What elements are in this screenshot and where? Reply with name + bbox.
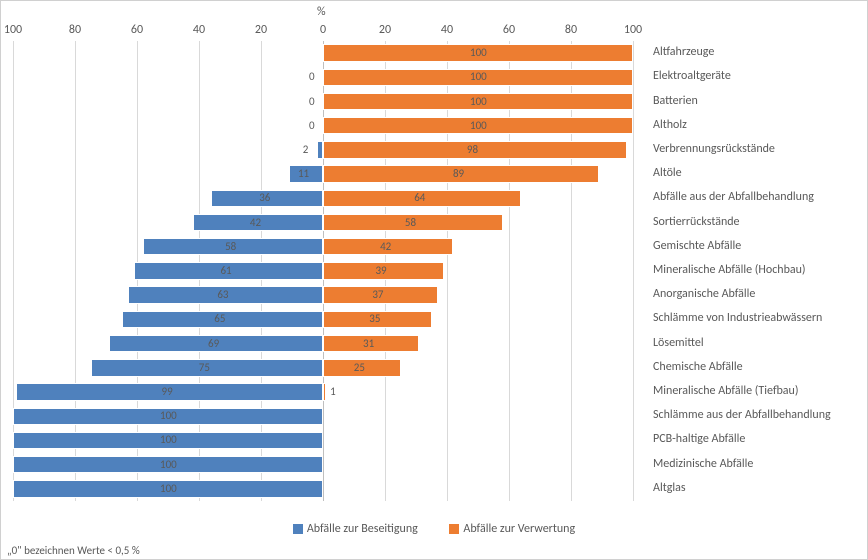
bar-left-value: 42	[250, 216, 261, 229]
tick-label: 80	[565, 23, 577, 37]
bar-right	[323, 383, 326, 400]
chart-row: 0 100	[13, 89, 633, 113]
chart-row: 100	[13, 428, 633, 452]
bar-left-value: 61	[220, 264, 231, 277]
bar-left-value: 100	[160, 482, 177, 495]
tick-label: 40	[441, 23, 453, 37]
category-label: PCB-haltige Abfälle	[653, 432, 745, 446]
plot-area: 100 0 100 0 100 0 100 2 98 11 89 36 64 42 58 58 42 61 39 63…	[13, 41, 633, 501]
category-label: Verbrennungsrückstände	[653, 142, 775, 156]
category-label: Altöle	[653, 166, 682, 180]
chart-row: 2 98	[13, 138, 633, 162]
bar-left-value: 11	[298, 167, 309, 180]
bar-right-value: 39	[375, 264, 386, 277]
bar-left-value: 0	[309, 95, 315, 108]
category-label: Altglas	[653, 481, 686, 495]
bar-right-value: 58	[405, 216, 416, 229]
gridline	[633, 41, 634, 501]
unit-label: %	[317, 5, 326, 19]
chart-row: 99 1	[13, 380, 633, 404]
tick-label: 20	[255, 23, 267, 37]
tick-label: 60	[131, 23, 143, 37]
bar-right-value: 100	[470, 70, 487, 83]
category-label: Altholz	[653, 118, 687, 132]
category-label: Batterien	[653, 94, 698, 108]
footnote: „0" bezeichnen Werte < 0,5 %	[7, 544, 140, 557]
bar-left-value: 99	[162, 385, 173, 398]
chart-row: 69 31	[13, 332, 633, 356]
tick-label: 0	[320, 23, 326, 37]
tick-label: 40	[193, 23, 205, 37]
chart-row: 42 58	[13, 210, 633, 234]
category-label: Medizinische Abfälle	[653, 457, 753, 471]
bar-right-value: 42	[380, 240, 391, 253]
category-label: Mineralische Abfälle (Hochbau)	[653, 263, 806, 277]
category-label: Chemische Abfälle	[653, 360, 743, 374]
bar-left-value: 100	[160, 458, 177, 471]
bar-left-value: 65	[214, 312, 225, 325]
chart-row: 65 35	[13, 307, 633, 331]
tick-label: 100	[624, 23, 642, 37]
tick-label: 100	[4, 23, 22, 37]
bar-right-value: 64	[414, 191, 425, 204]
bar-left-value: 75	[199, 361, 210, 374]
bar-right-value: 100	[470, 46, 487, 59]
chart-row: 0 100	[13, 114, 633, 138]
bar-right-value: 98	[467, 143, 478, 156]
tick-label: 60	[503, 23, 515, 37]
bar-left-value: 100	[160, 409, 177, 422]
bar-left-value: 100	[160, 433, 177, 446]
bar-left-value: 58	[225, 240, 236, 253]
bar-right-value: 100	[470, 119, 487, 132]
bar-left-value: 36	[259, 191, 270, 204]
legend-swatch-left	[293, 524, 303, 534]
bar-right-value: 100	[470, 95, 487, 108]
chart-row: 100	[13, 41, 633, 65]
chart-row: 11 89	[13, 162, 633, 186]
category-label: Sortierrückstände	[653, 215, 740, 229]
category-label: Lösemittel	[653, 336, 704, 350]
chart-container: % 10080604020020406080100 10001000100010…	[0, 0, 868, 560]
legend-label-right: Abfälle zur Verwertung	[463, 522, 575, 536]
chart-row: 61 39	[13, 259, 633, 283]
category-label: Anorganische Abfälle	[653, 287, 755, 301]
chart-row: 58 42	[13, 235, 633, 259]
bar-right-value: 35	[369, 312, 380, 325]
chart-row: 75 25	[13, 356, 633, 380]
tick-label: 20	[379, 23, 391, 37]
bar-left-value: 63	[217, 288, 228, 301]
legend-item-left: Abfälle zur Beseitigung	[293, 522, 418, 536]
bar-right-value: 25	[354, 361, 365, 374]
category-label: Altfahrzeuge	[653, 45, 714, 59]
chart-row: 0 100	[13, 65, 633, 89]
bar-left-value: 69	[208, 337, 219, 350]
legend-label-left: Abfälle zur Beseitigung	[307, 522, 418, 536]
legend-swatch-right	[449, 524, 459, 534]
bar-right-value: 1	[330, 385, 336, 398]
bar-right-value: 37	[372, 288, 383, 301]
chart-row: 100	[13, 404, 633, 428]
legend: Abfälle zur Beseitigung Abfälle zur Verw…	[1, 518, 867, 537]
bar-left-value: 0	[309, 70, 315, 83]
chart-row: 36 64	[13, 186, 633, 210]
category-label: Abfälle aus der Abfallbehandlung	[653, 190, 814, 204]
chart-row: 100	[13, 453, 633, 477]
category-label: Mineralische Abfälle (Tiefbau)	[653, 384, 798, 398]
legend-item-right: Abfälle zur Verwertung	[449, 522, 575, 536]
category-label: Gemischte Abfälle	[653, 239, 741, 253]
chart-row: 63 37	[13, 283, 633, 307]
bar-left-value: 0	[309, 119, 315, 132]
category-label: Elektroaltgeräte	[653, 69, 731, 83]
bar-left-value: 2	[303, 143, 309, 156]
bar-right-value: 31	[363, 337, 374, 350]
category-label: Schlämme von Industrieabwässern	[653, 311, 822, 325]
category-label: Schlämme aus der Abfallbehandlung	[653, 408, 831, 422]
bar-right-value: 89	[453, 167, 464, 180]
chart-row: 100	[13, 477, 633, 501]
tick-label: 80	[69, 23, 81, 37]
